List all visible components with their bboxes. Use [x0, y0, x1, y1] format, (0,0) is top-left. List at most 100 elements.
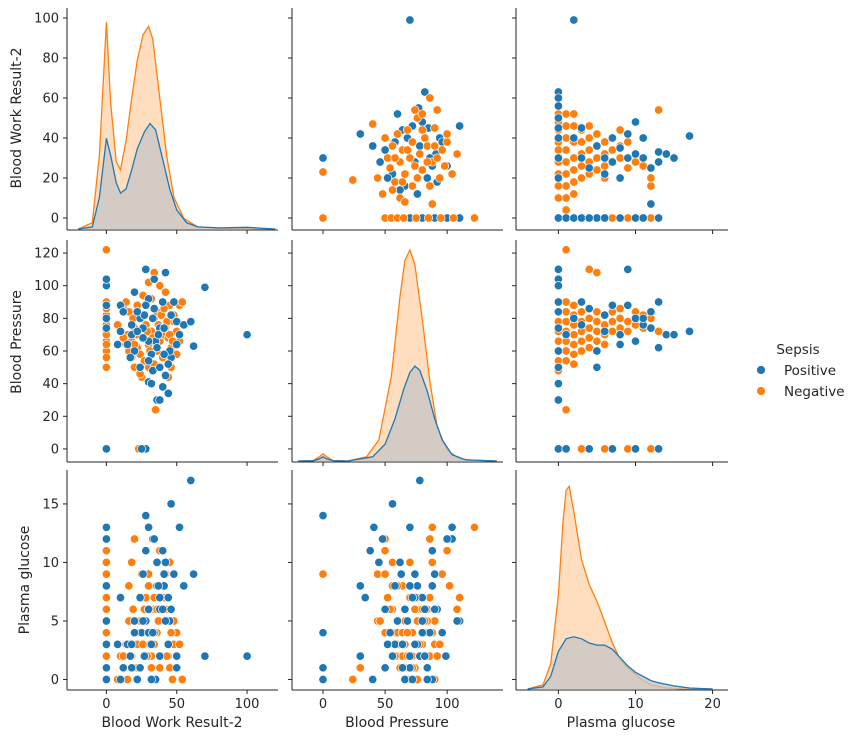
scatter-point-negative [390, 153, 400, 163]
scatter-point-negative [101, 339, 111, 350]
scatter-point-negative [174, 639, 185, 649]
scatter-point-positive [646, 323, 656, 333]
scatter-point-positive [553, 123, 563, 133]
scatter-point-positive [153, 330, 163, 340]
scatter-point-negative [592, 153, 602, 163]
scatter-point-negative [615, 125, 625, 135]
scatter-point-negative [561, 205, 571, 215]
scatter-point-positive [368, 674, 378, 685]
scatter-point-negative [445, 581, 455, 591]
scatter-point-positive [148, 628, 158, 638]
scatter-point-negative [400, 169, 410, 179]
scatter-point-negative [561, 121, 571, 131]
scatter-point-negative [623, 213, 633, 223]
scatter-point-negative [390, 177, 400, 187]
scatter-point-negative [432, 105, 442, 115]
panel-r2-c0: 0 50 100 0 5 10 15 [42, 470, 278, 712]
scatter-point-positive [455, 121, 465, 131]
scatter-point-positive [166, 310, 176, 320]
scatter-point-positive [163, 639, 173, 649]
scatter-point-negative [380, 569, 390, 579]
scatter-point-negative [607, 326, 617, 336]
legend-label-negative: Negative [784, 384, 845, 400]
scatter-point-positive [368, 141, 378, 151]
scatter-point-positive [405, 651, 415, 661]
scatter-point-positive [152, 557, 162, 567]
scatter-point-positive [553, 323, 563, 333]
scatter-point-negative [405, 557, 415, 567]
scatter-point-positive [427, 581, 437, 591]
scatter-point-negative [623, 326, 633, 336]
scatter-point-positive [615, 330, 625, 340]
scatter-point-negative [436, 213, 446, 223]
scatter-point-negative [600, 137, 610, 147]
y-tick-label: 80 [42, 52, 59, 67]
scatter-point-positive [410, 639, 420, 649]
scatter-point-positive [383, 173, 393, 183]
x-tick-label: 100 [235, 697, 260, 712]
scatter-point-positive [623, 300, 633, 310]
scatter-point-positive [101, 674, 111, 685]
scatter-point-positive [600, 169, 610, 179]
scatter-point-positive [166, 499, 176, 509]
scatter-point-negative [177, 674, 187, 685]
scatter-point-positive [592, 346, 602, 356]
scatter-point-negative [584, 145, 594, 155]
y-tick-label: 5 [51, 614, 59, 629]
scatter-point-positive [129, 628, 140, 638]
scatter-point-positive [405, 581, 415, 591]
scatter-point-negative [101, 651, 111, 661]
y-tick-label: 100 [34, 279, 59, 294]
x-axis-label-col-0: Blood Work Result-2 [101, 715, 242, 731]
scatter-point-positive [422, 674, 432, 685]
scatter-point-positive [607, 444, 617, 454]
scatter-point-positive [553, 281, 563, 291]
scatter-point-negative [646, 444, 656, 454]
scatter-point-negative [630, 157, 641, 167]
scatter-point-positive [410, 569, 420, 579]
scatter-point-negative [607, 317, 617, 327]
scatter-point-negative [425, 93, 435, 103]
scatter-point-positive [148, 313, 158, 323]
scatter-point-negative [129, 534, 140, 544]
scatter-point-negative [442, 137, 452, 147]
scatter-point-negative [407, 181, 417, 191]
scatter-point-negative [615, 153, 625, 163]
scatter-point-positive [405, 522, 415, 532]
scatter-point-positive [115, 674, 126, 685]
y-tick-label: 0 [51, 673, 59, 688]
scatter-point-negative [402, 125, 412, 135]
scatter-point-positive [553, 133, 563, 143]
x-axis-label-col-2: Plasma glucose [567, 715, 676, 731]
scatter-point-positive [569, 313, 579, 323]
scatter-point-positive [127, 320, 137, 330]
scatter-point-positive [561, 330, 571, 340]
scatter-point-negative [469, 213, 480, 223]
scatter-point-positive [122, 339, 133, 350]
scatter-point-negative [405, 153, 415, 163]
scatter-point-positive [437, 628, 447, 638]
x-tick-label: 50 [168, 697, 185, 712]
y-tick-label: 0 [51, 212, 59, 227]
scatter-point-negative [561, 405, 571, 415]
scatter-point-negative [561, 317, 571, 327]
scatter-point-positive [355, 651, 365, 661]
scatter-point-positive [318, 628, 328, 638]
scatter-point-positive [139, 651, 149, 661]
scatter-point-positive [607, 133, 617, 143]
scatter-point-positive [318, 511, 328, 521]
kde-fill-positive-2 [527, 636, 713, 689]
scatter-point-positive [553, 264, 563, 274]
scatter-point-negative [576, 336, 587, 346]
scatter-point-positive [318, 674, 328, 685]
scatter-point-positive [561, 444, 571, 454]
scatter-point-negative [600, 161, 610, 171]
scatter-point-positive [395, 185, 405, 195]
scatter-point-positive [654, 297, 664, 307]
y-tick-label: 15 [42, 497, 59, 512]
scatter-point-positive [400, 604, 410, 614]
scatter-point-positive [600, 310, 610, 320]
scatter-point-positive [638, 153, 648, 163]
scatter-point-positive [390, 581, 400, 591]
scatter-point-positive [189, 569, 199, 579]
